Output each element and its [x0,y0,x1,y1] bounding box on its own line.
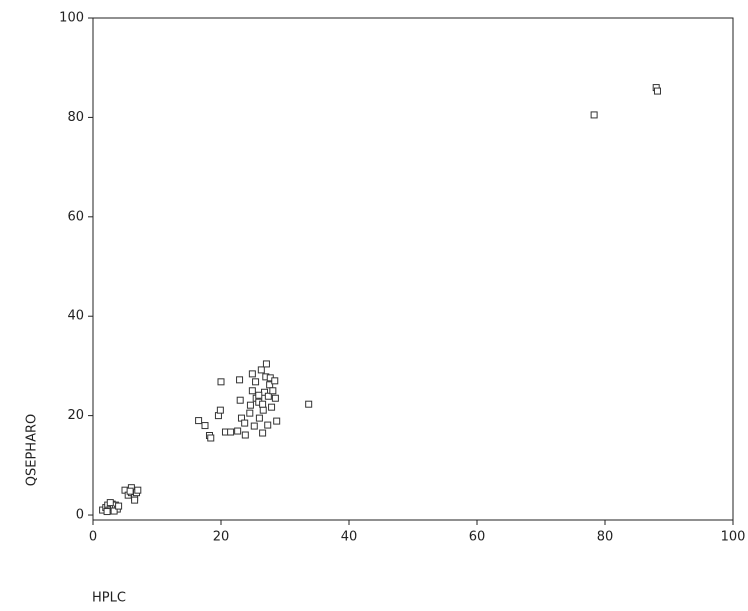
point [218,379,224,385]
point [249,388,255,394]
point [202,423,208,429]
point [260,401,266,407]
y-tick-label: 20 [67,408,84,423]
x-axis-title: HPLC [92,591,126,606]
point [265,422,271,428]
x-tick-label: 60 [469,530,486,545]
point [258,367,264,373]
point [260,430,266,436]
point [237,397,243,403]
point [135,487,141,493]
point [253,379,259,385]
x-tick-label: 80 [597,530,614,545]
x-tick-label: 20 [213,530,230,545]
point [270,388,276,394]
point [247,402,253,408]
point [235,428,241,434]
point [208,435,214,441]
y-tick-label: 60 [67,209,84,224]
point [272,395,278,401]
point [256,415,262,421]
point [104,509,110,515]
point [116,503,122,509]
y-tick-label: 100 [59,11,84,26]
point [127,488,133,494]
point [269,404,275,410]
point [263,361,269,367]
point [249,371,255,377]
x-tick-label: 0 [89,530,97,545]
point [132,497,138,503]
y-tick-label: 0 [76,508,84,523]
point [242,432,248,438]
y-axis-title: QSEPHARO [25,414,40,486]
x-tick-label: 100 [721,530,746,545]
y-tick-label: 40 [67,309,84,324]
point [247,410,253,416]
point [228,429,234,435]
point [260,407,266,413]
point [256,392,262,398]
point [196,418,202,424]
point [272,378,278,384]
y-tick-label: 80 [67,110,84,125]
point [306,401,312,407]
plot-frame [93,18,733,520]
chart: QSEPHARO HPLC 0 20 40 60 80 100 0 20 40 60 80 100 [0,0,748,611]
point [274,418,280,424]
point [237,377,243,383]
point [217,407,223,413]
point [591,112,597,118]
point [242,420,248,426]
point [654,88,660,94]
x-tick-label: 40 [341,530,358,545]
point [107,500,113,506]
point [251,423,257,429]
